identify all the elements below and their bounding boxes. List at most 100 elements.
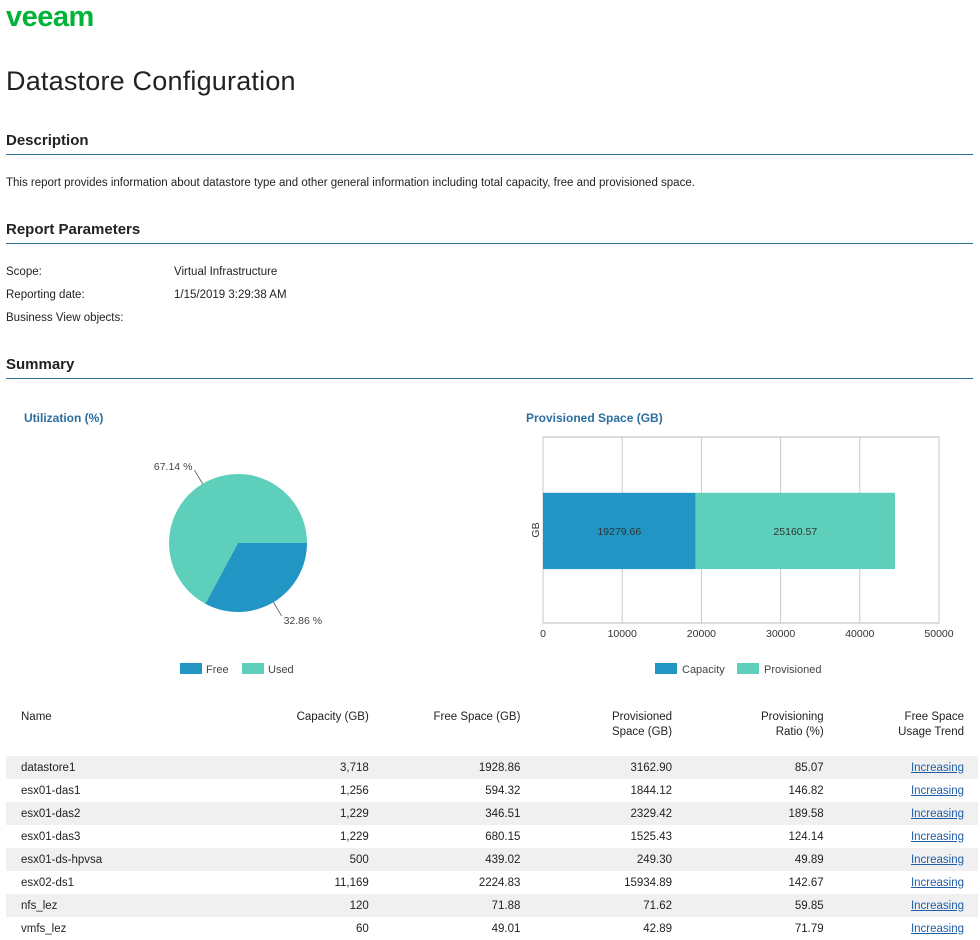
bar-capacity: [543, 492, 696, 570]
table-cell: esx01-ds-hpvsa: [6, 848, 220, 871]
table-cell: 2329.42: [534, 802, 687, 825]
trend-cell: Increasing: [837, 756, 978, 779]
trend-cell: Increasing: [838, 825, 978, 848]
legend-label-used: Used: [268, 664, 294, 676]
table-cell: 594.32: [485, 784, 521, 797]
table-cell: 60: [356, 922, 369, 935]
legend-swatch-capacity: [655, 663, 677, 674]
logo-text: veeam: [6, 4, 94, 30]
summary-heading: Summary: [6, 356, 973, 379]
table-cell: 1844.12: [630, 784, 673, 797]
col-capacity-header: Capacity (GB): [296, 711, 369, 723]
table-row: esx01-das1 1,256 594.32 1844.12 146.82 Increa…: [6, 779, 978, 802]
datastore-table: Name Capacity (GB) Free Space (GB) Provi…: [6, 704, 978, 940]
param-date-label: Reporting date:: [6, 289, 85, 301]
legend-label-capacity: Capacity: [682, 664, 725, 676]
table-cell: esx02-ds1: [21, 876, 75, 889]
pie-label-used: 67.14 %: [154, 461, 193, 473]
page-title: Datastore Configuration: [6, 66, 296, 96]
veeam-logo: veeam: [6, 1, 126, 35]
pie-slice-used: [169, 474, 307, 604]
x-tick-label: 10000: [608, 628, 637, 640]
bar-provisioned: [695, 492, 895, 570]
table-cell: 42.89: [643, 922, 673, 935]
x-tick-label: 30000: [766, 628, 795, 640]
table-row: esx01-das2 1,229 346.51 2329.42 189.58 Increa…: [6, 802, 978, 825]
table-row: datastore1 3,718 1928.86 3162.90 85.07 Increa…: [6, 756, 978, 779]
table-row: nfs_lez 120 71.88 71.62 59.85 Increasing: [6, 894, 978, 917]
trend-link[interactable]: Increasing: [910, 807, 964, 820]
pie-label-free: 32.86 %: [284, 615, 323, 627]
table-header-row: Name Capacity (GB) Free Space (GB) Provi…: [6, 704, 978, 756]
table-cell: nfs_lez: [6, 894, 220, 917]
pie-leader-line: [273, 602, 282, 617]
table-row: esx02-ds1 11,169 2224.83 15934.89 142.67 Incr…: [6, 871, 978, 894]
table-cell: 3162.90: [534, 756, 687, 779]
trend-link[interactable]: Increasing: [910, 853, 964, 866]
table-cell: esx01-das3: [21, 830, 81, 843]
trend-link[interactable]: Increasing: [910, 761, 964, 774]
trend-link[interactable]: Increasing: [910, 876, 964, 889]
x-tick-label: 20000: [687, 628, 716, 640]
legend-swatch-provisioned: [737, 663, 759, 674]
table-cell: 249.30: [534, 848, 687, 871]
table-cell: esx01-das1: [21, 784, 81, 797]
y-axis-label: GB: [530, 522, 542, 537]
table-cell: 1,229: [340, 830, 369, 843]
table-cell: 1,256: [340, 784, 369, 797]
report-parameters-heading: Report Parameters: [6, 221, 973, 244]
trend-link[interactable]: Increasing: [910, 784, 964, 797]
table-row: vmfs_lez 60 49.01 42.89 71.79 Increasing: [6, 917, 978, 940]
trend-cell: Increasing: [837, 894, 978, 917]
table-cell: 1525.43: [630, 830, 673, 843]
table-cell: 346.51: [382, 802, 535, 825]
trend-link[interactable]: Increasing: [910, 899, 964, 912]
table-cell: 71.62: [534, 894, 687, 917]
table-cell: 2224.83: [478, 876, 521, 889]
table-cell: 71.79: [794, 922, 824, 935]
table-cell: datastore1: [6, 756, 220, 779]
table-cell: esx01-das2: [6, 802, 220, 825]
bar-value-label-provisioned: 25160.57: [773, 526, 817, 538]
table-cell: 189.58: [686, 802, 838, 825]
x-tick-label: 50000: [924, 628, 953, 640]
bar-value-label-capacity: 19279.66: [597, 526, 641, 538]
table-cell: 59.85: [686, 894, 838, 917]
trend-link[interactable]: Increasing: [910, 830, 964, 843]
table-cell: 49.01: [491, 922, 521, 935]
table-cell: 1928.86: [382, 756, 535, 779]
pie-leader-line: [194, 469, 203, 484]
pie-slice-free: [205, 543, 307, 612]
x-tick-label: 0: [540, 628, 546, 640]
trend-cell: Increasing: [838, 917, 978, 940]
legend-label-free: Free: [206, 664, 229, 676]
param-date-value: 1/15/2019 3:29:38 AM: [174, 289, 287, 301]
legend-label-provisioned: Provisioned: [764, 664, 821, 676]
table-cell: 680.15: [485, 830, 521, 843]
legend-swatch-free: [180, 663, 202, 674]
trend-link[interactable]: Increasing: [910, 922, 964, 935]
table-cell: 85.07: [686, 756, 838, 779]
x-tick-label: 40000: [845, 628, 874, 640]
table-cell: 120: [219, 894, 383, 917]
table-cell: 439.02: [382, 848, 535, 871]
table-row: esx01-ds-hpvsa 500 439.02 249.30 49.89 Increa…: [6, 848, 978, 871]
provisioned-space-chart-title: Provisioned Space (GB): [526, 411, 663, 425]
table-cell: 142.67: [788, 876, 824, 889]
table-cell: 3,718: [219, 756, 383, 779]
col-provisioned-header: Provisioned Space (GB): [611, 711, 673, 738]
trend-cell: Increasing: [838, 779, 978, 802]
trend-cell: Increasing: [838, 871, 978, 894]
param-scope-label: Scope:: [6, 266, 42, 278]
description-heading: Description: [6, 132, 973, 155]
utilization-pie-chart: 32.86 % 67.14 % Free Used: [154, 461, 323, 676]
param-bv-label: Business View objects:: [6, 312, 124, 324]
table-row: esx01-das3 1,229 680.15 1525.43 124.14 Increa…: [6, 825, 978, 848]
legend-swatch-used: [242, 663, 264, 674]
table-cell: 71.88: [382, 894, 535, 917]
col-free-space-header: Free Space (GB): [433, 711, 521, 723]
trend-cell: Increasing: [837, 802, 978, 825]
utilization-chart-title: Utilization (%): [24, 411, 104, 425]
table-cell: 15934.89: [624, 876, 673, 889]
description-text: This report provides information about d…: [6, 177, 695, 189]
